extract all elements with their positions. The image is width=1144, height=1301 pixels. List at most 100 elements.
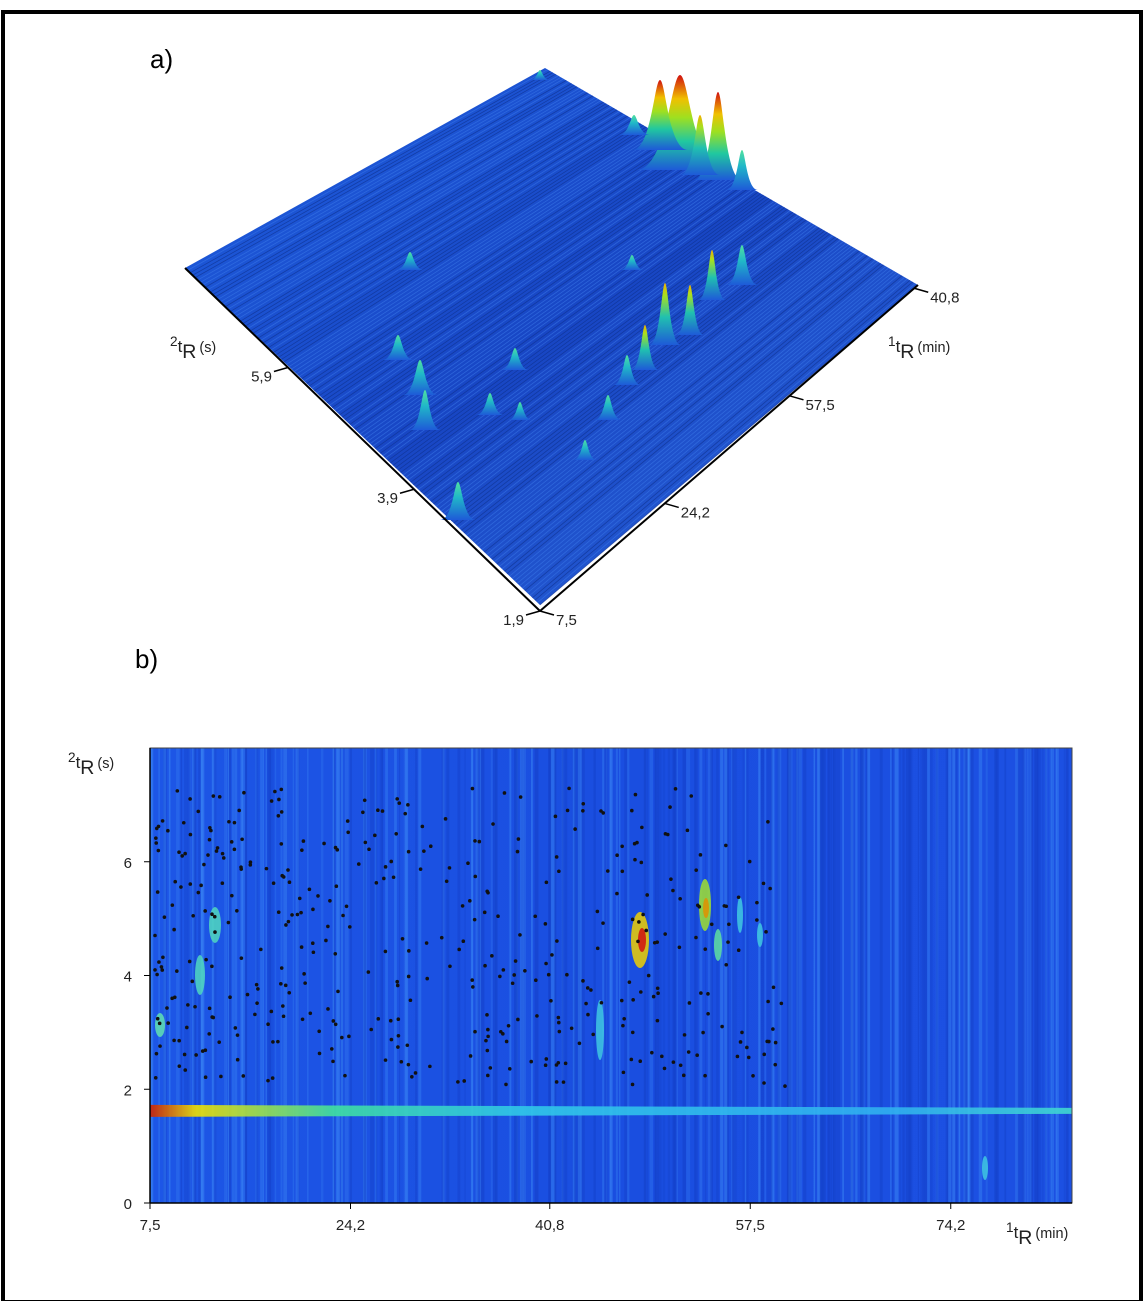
detected-peak (695, 1053, 699, 1057)
surface-streak (321, 151, 690, 399)
detected-peak (237, 808, 242, 813)
heatmap-streak (572, 748, 574, 1203)
detected-peak (376, 1017, 381, 1021)
heatmap-streak (917, 748, 919, 1203)
heatmap-streak (508, 748, 511, 1203)
detected-peak (534, 978, 538, 983)
heatmap-streak (150, 748, 153, 1203)
detected-peak (569, 1026, 574, 1031)
detected-peak (764, 930, 768, 934)
heatmap-area (150, 748, 1072, 1203)
detected-peak (311, 907, 315, 912)
heatmap-streak (1045, 748, 1048, 1203)
label-sub: R (1018, 1227, 1032, 1249)
heatmap-streak (534, 748, 539, 1203)
surface-streak (314, 146, 682, 392)
surface-streak (260, 114, 626, 341)
surface-streak (243, 103, 607, 324)
detected-peak (210, 964, 214, 969)
heatmap-streak (189, 748, 191, 1203)
surface-streak (271, 120, 636, 351)
detected-peak (331, 1059, 335, 1064)
heatmap-streak (627, 748, 630, 1203)
heatmap-streak (1066, 748, 1069, 1203)
heatmap-streak (855, 748, 858, 1203)
surface-streak (400, 199, 772, 473)
axis-label: 1tR (min) (888, 334, 950, 363)
heatmap-streak (699, 748, 703, 1203)
detected-peak (632, 841, 637, 846)
detected-peak (397, 801, 402, 805)
heatmap-streak (786, 748, 790, 1203)
detected-peak (281, 1014, 286, 1019)
heatmap-streak (193, 748, 197, 1203)
heatmap-streak (332, 748, 335, 1203)
surface-streak (306, 142, 674, 384)
axis-label: 1tR (min) (1006, 1220, 1068, 1249)
surface-streak (336, 160, 706, 413)
heatmap-streak (213, 748, 217, 1203)
heatmap-streak (603, 748, 608, 1203)
surface-streak (344, 165, 714, 420)
detected-peak (374, 881, 379, 885)
heatmap-streak (894, 748, 899, 1203)
detected-peak (513, 959, 518, 963)
detected-peak (762, 1081, 766, 1085)
detected-peak (646, 973, 651, 978)
detected-peak (271, 881, 276, 886)
detected-peak (660, 1054, 664, 1059)
surface-streak (491, 255, 868, 560)
heatmap-streak (231, 748, 235, 1203)
surface-streak (486, 252, 863, 555)
detected-peak (239, 956, 244, 960)
detected-peak (447, 866, 452, 870)
detected-peak (340, 1035, 344, 1040)
detected-peak (356, 862, 361, 866)
detected-peak (367, 847, 371, 852)
heatmap-streak (777, 748, 782, 1203)
detected-peak (595, 946, 600, 951)
detected-peak (333, 1022, 338, 1027)
detected-peak (343, 1073, 347, 1078)
detected-peak (194, 1053, 198, 1057)
surface-streak (273, 121, 639, 353)
detected-peak (422, 849, 426, 853)
surface-streak (291, 132, 658, 370)
detected-peak (154, 836, 158, 840)
detected-peak (276, 813, 281, 818)
detected-peak (172, 1038, 176, 1043)
heatmap-spot (596, 1000, 604, 1060)
heatmap-streak (935, 748, 939, 1203)
detected-peak (175, 969, 179, 973)
panel-label: b) (135, 644, 158, 674)
surface-streak (298, 137, 666, 377)
detected-peak (543, 1063, 548, 1068)
heatmap-streak (297, 748, 300, 1203)
detected-peak (502, 791, 507, 795)
detected-peak (518, 933, 522, 937)
x-tick-label: 7,5 (140, 1217, 161, 1234)
heatmap-streak (225, 748, 227, 1203)
heatmap-streak (924, 748, 928, 1203)
surface-peak (618, 115, 650, 135)
detected-peak (281, 1004, 285, 1008)
detected-peak (206, 853, 210, 857)
detected-peak (630, 1030, 635, 1035)
detected-peak (280, 873, 285, 878)
surface-streak (192, 72, 554, 276)
heatmap-streak (776, 748, 780, 1203)
surface-streak (293, 134, 660, 372)
surface-streak (326, 154, 695, 404)
surface-streak (385, 190, 756, 459)
heatmap-streak (787, 748, 791, 1203)
surface-streak (521, 273, 900, 589)
detected-peak (655, 986, 660, 991)
heatmap-streak (787, 748, 792, 1203)
heatmap-streak (1027, 748, 1029, 1203)
detected-peak (682, 1033, 687, 1037)
detected-peak (425, 976, 430, 981)
heatmap-streak (576, 748, 580, 1203)
detected-peak (259, 947, 263, 952)
detected-peak (418, 867, 423, 871)
detected-peak (698, 853, 703, 857)
